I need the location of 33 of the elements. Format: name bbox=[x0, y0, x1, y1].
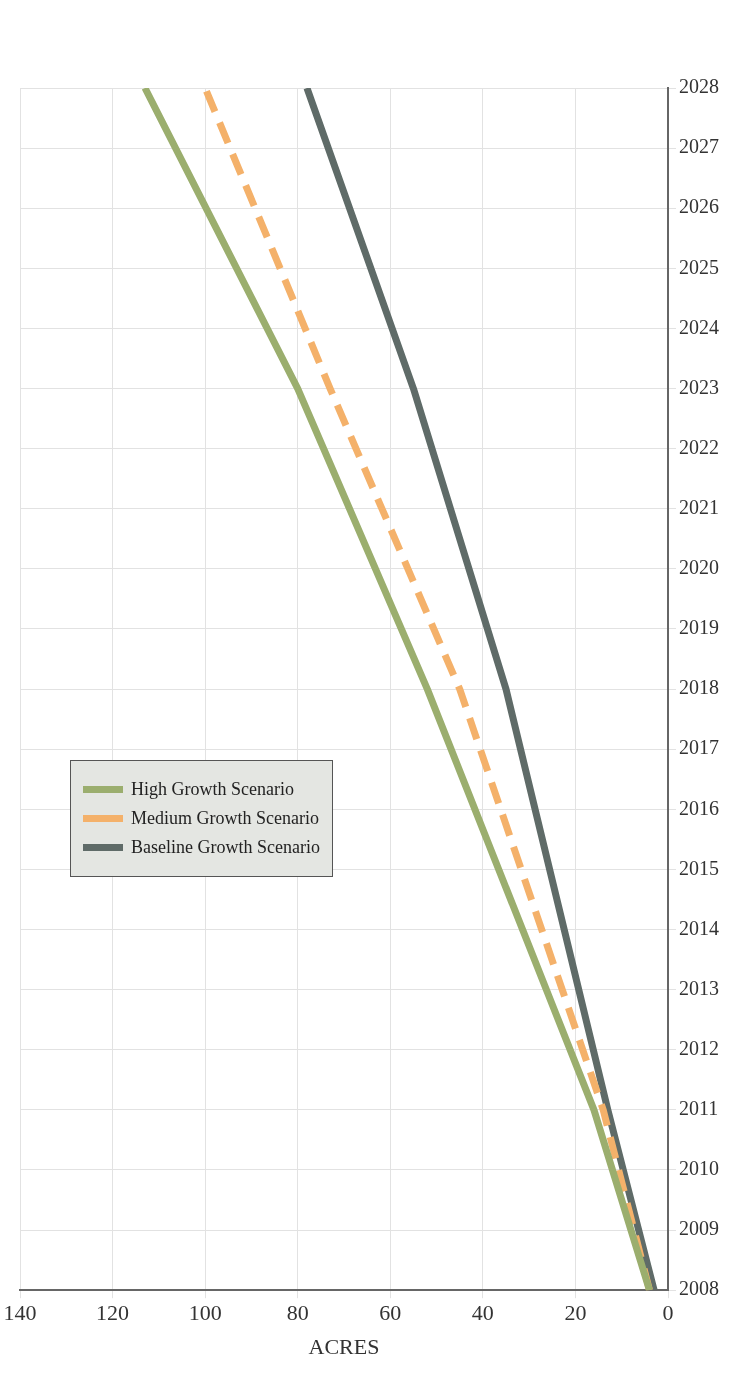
y-tick-label: 2027 bbox=[679, 135, 719, 158]
y-tick-label: 2013 bbox=[679, 976, 719, 999]
y-tick-label: 2008 bbox=[679, 1277, 719, 1300]
x-tick-label: 0 bbox=[662, 1300, 674, 1326]
x-tick-label: 80 bbox=[286, 1300, 309, 1326]
y-tick-label: 2011 bbox=[679, 1097, 719, 1120]
x-tick-label: 100 bbox=[188, 1300, 222, 1326]
y-tick-label: 2016 bbox=[679, 796, 719, 819]
y-tick-label: 2019 bbox=[679, 616, 719, 639]
y-tick-label: 2026 bbox=[679, 195, 719, 218]
y-tick-label: 2012 bbox=[679, 1037, 719, 1060]
y-tick-label: 2017 bbox=[679, 736, 719, 759]
y-tick-label: 2020 bbox=[679, 556, 719, 579]
y-tick-label: 2028 bbox=[679, 75, 719, 98]
x-tick-label: 40 bbox=[471, 1300, 494, 1326]
x-tick-label: 120 bbox=[96, 1300, 130, 1326]
y-tick-label: 2014 bbox=[679, 916, 719, 939]
y-tick-label: 2025 bbox=[679, 255, 719, 278]
x-tick-label: 20 bbox=[564, 1300, 587, 1326]
legend-label: High Growth Scenario bbox=[131, 779, 294, 800]
y-tick-label: 2024 bbox=[679, 315, 719, 338]
legend-label: Baseline Growth Scenario bbox=[131, 837, 320, 858]
y-tick-label: 2009 bbox=[679, 1217, 719, 1240]
x-tick-label: 60 bbox=[379, 1300, 402, 1326]
x-tick-label: 140 bbox=[3, 1300, 37, 1326]
y-tick-label: 2015 bbox=[679, 856, 719, 879]
y-tick-label: 2021 bbox=[679, 496, 719, 519]
legend-label: Medium Growth Scenario bbox=[131, 808, 319, 829]
y-tick-label: 2010 bbox=[679, 1157, 719, 1180]
y-tick-label: 2022 bbox=[679, 435, 719, 458]
x-axis-title: ACRES bbox=[308, 1333, 380, 1359]
y-tick-label: 2018 bbox=[679, 676, 719, 699]
y-tick-label: 2023 bbox=[679, 375, 719, 398]
